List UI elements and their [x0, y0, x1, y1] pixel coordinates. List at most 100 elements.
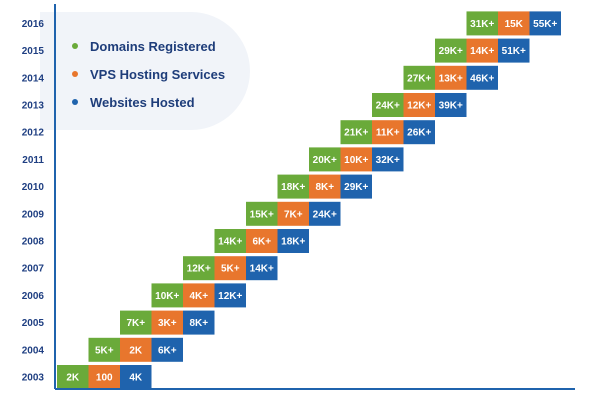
cell-domains-2009	[246, 201, 278, 226]
y-tick-2007: 2007	[22, 264, 45, 275]
cell-vps-2011	[340, 147, 372, 172]
cell-label-vps-2009: 7K+	[284, 209, 303, 220]
cell-label-websites-2006: 12K+	[218, 291, 242, 302]
y-tick-2016: 2016	[22, 19, 45, 30]
y-tick-2011: 2011	[22, 155, 44, 166]
cell-label-websites-2008: 18K+	[281, 237, 305, 248]
cell-websites-2013	[435, 93, 467, 117]
cell-websites-2009	[309, 201, 341, 226]
cell-domains-2011	[309, 147, 341, 172]
cell-label-websites-2011: 32K+	[376, 155, 400, 166]
cell-label-domains-2008: 14K+	[218, 237, 242, 248]
cell-websites-2008	[277, 229, 309, 253]
cell-label-vps-2013: 12K+	[407, 101, 431, 112]
cell-vps-2012	[372, 120, 404, 145]
cell-domains-2013	[372, 93, 404, 117]
legend-dot-domains	[72, 43, 78, 49]
cell-label-domains-2013: 24K+	[376, 101, 400, 112]
cell-domains-2012	[340, 120, 372, 145]
legend-dot-websites	[72, 99, 78, 105]
cell-label-vps-2016: 15K	[505, 19, 524, 30]
cell-vps-2013	[403, 93, 435, 117]
cell-domains-2006	[151, 283, 183, 308]
legend-label-vps: VPS Hosting Services	[90, 66, 226, 82]
cell-label-domains-2007: 12K+	[187, 264, 211, 275]
cell-domains-2005	[120, 310, 152, 335]
cell-vps-2015	[466, 38, 498, 63]
legend-item-domains: Domains Registered	[72, 32, 225, 60]
cell-label-vps-2007: 5K+	[221, 264, 240, 275]
cell-label-vps-2005: 3K+	[158, 318, 177, 329]
cell-websites-2016	[529, 11, 561, 36]
cell-label-domains-2006: 10K+	[155, 291, 179, 302]
cell-websites-2011	[372, 147, 404, 172]
cell-label-domains-2009: 15K+	[250, 209, 274, 220]
cell-label-websites-2009: 24K+	[313, 209, 337, 220]
cell-websites-2006	[214, 283, 246, 308]
cell-label-domains-2015: 29K+	[439, 46, 463, 57]
cell-label-websites-2016: 55K+	[533, 19, 557, 30]
cell-label-websites-2015: 51K+	[502, 46, 526, 57]
legend-item-vps: VPS Hosting Services	[72, 60, 225, 88]
y-tick-2014: 2014	[22, 73, 45, 84]
cell-websites-2003	[120, 365, 152, 389]
cell-label-websites-2014: 46K+	[470, 73, 494, 84]
legend-label-domains: Domains Registered	[90, 38, 216, 54]
cell-label-websites-2003: 4K	[129, 373, 143, 384]
cell-label-vps-2004: 2K	[129, 345, 143, 356]
cell-label-vps-2006: 4K+	[189, 291, 208, 302]
cell-label-domains-2003: 2K	[66, 373, 80, 384]
cell-label-vps-2003: 100	[96, 373, 113, 384]
cell-vps-2005	[151, 310, 183, 335]
cell-domains-2015	[435, 38, 467, 63]
y-tick-2013: 2013	[22, 101, 45, 112]
cell-websites-2012	[403, 120, 435, 145]
cell-websites-2005	[183, 310, 215, 335]
y-tick-2009: 2009	[22, 209, 45, 220]
cell-domains-2010	[277, 174, 309, 199]
cell-label-vps-2014: 13K+	[439, 73, 463, 84]
cell-label-vps-2010: 8K+	[315, 182, 334, 193]
y-axis-ticks: 2003 2004 2005 2006 2007 2008 2009 2010 2011 2012…	[22, 19, 45, 384]
y-tick-2005: 2005	[22, 318, 45, 329]
cell-domains-2016	[466, 11, 498, 36]
cell-label-websites-2007: 14K+	[250, 264, 274, 275]
cell-label-domains-2014: 27K+	[407, 73, 431, 84]
cell-label-domains-2016: 31K+	[470, 19, 494, 30]
cell-vps-2006	[183, 283, 215, 308]
cell-label-websites-2010: 29K+	[344, 182, 368, 193]
data-cells: 2K 100 4K 5K+ 2K 6K+ 7K+ 3K+ 8K+ 10K+ 4K+ 12K+ 12K+ 5…	[57, 11, 561, 389]
cell-vps-2014	[435, 65, 467, 90]
cell-label-vps-2012: 11K+	[376, 128, 400, 139]
cell-vps-2004	[120, 337, 152, 362]
cell-label-vps-2011: 10K+	[344, 155, 368, 166]
cell-label-domains-2005: 7K+	[126, 318, 145, 329]
cell-websites-2004	[151, 337, 183, 362]
cell-label-websites-2012: 26K+	[407, 128, 431, 139]
cell-domains-2014	[403, 65, 435, 90]
y-tick-2006: 2006	[22, 291, 45, 302]
cell-domains-2008	[214, 229, 246, 253]
cell-label-websites-2005: 8K+	[189, 318, 208, 329]
cell-websites-2007	[246, 256, 278, 281]
cell-vps-2007	[214, 256, 246, 281]
cell-label-domains-2011: 20K+	[313, 155, 337, 166]
cell-label-domains-2012: 21K+	[344, 128, 368, 139]
cell-vps-2010	[309, 174, 341, 199]
cell-domains-2004	[88, 337, 120, 362]
cell-websites-2014	[466, 65, 498, 90]
cell-vps-2003	[88, 365, 120, 389]
y-tick-2008: 2008	[22, 237, 45, 248]
cell-websites-2010	[340, 174, 372, 199]
y-tick-2015: 2015	[22, 46, 45, 57]
cell-domains-2007	[183, 256, 215, 281]
cell-label-vps-2008: 6K+	[252, 237, 271, 248]
y-tick-2010: 2010	[22, 182, 45, 193]
cell-domains-2003	[57, 365, 89, 389]
cell-label-websites-2013: 39K+	[439, 101, 463, 112]
y-tick-2003: 2003	[22, 373, 45, 384]
legend: Domains Registered VPS Hosting Services …	[72, 32, 225, 116]
y-tick-2004: 2004	[22, 345, 45, 356]
